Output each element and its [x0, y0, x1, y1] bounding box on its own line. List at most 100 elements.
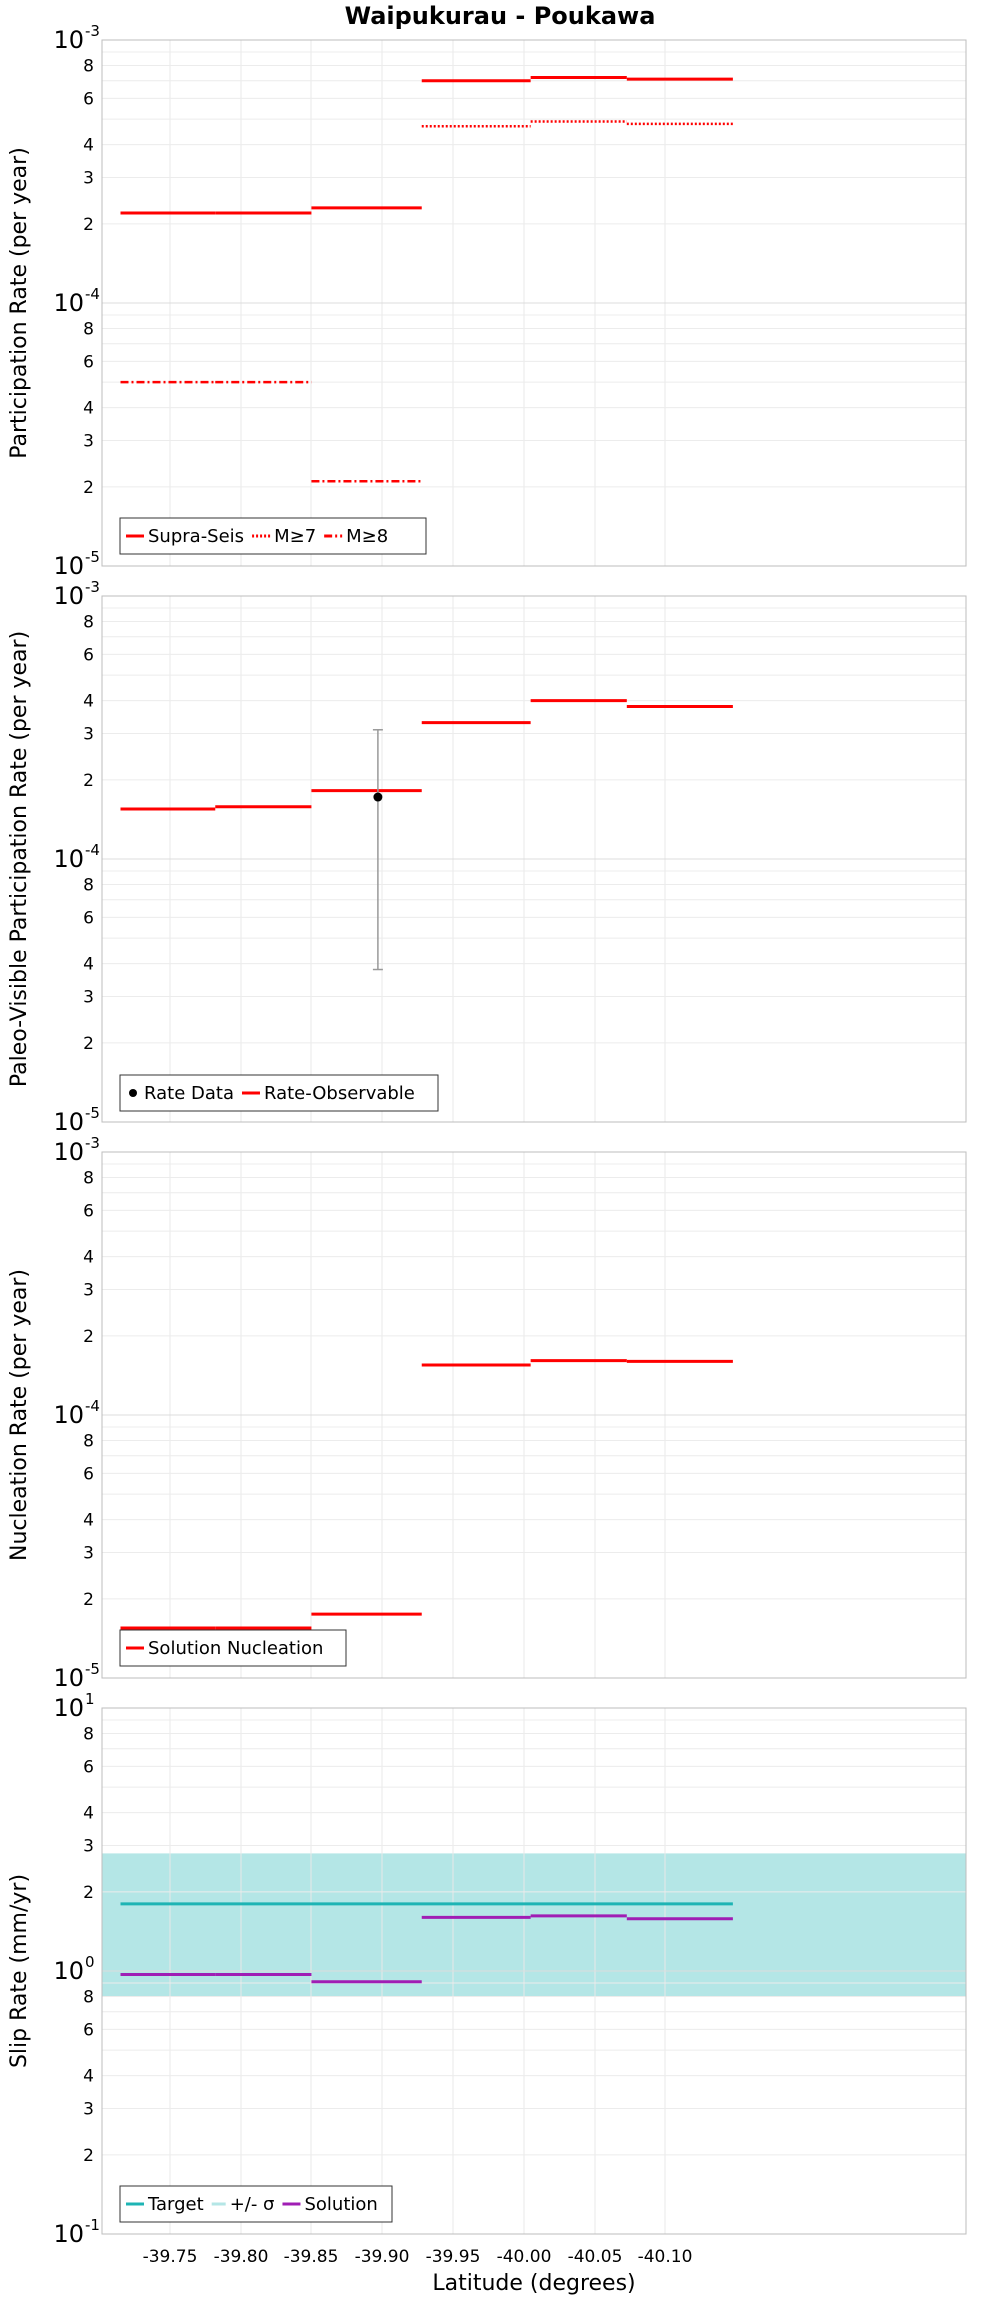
y-tick-label: 4 [83, 692, 94, 712]
y-tick-exponent: -3 [85, 22, 100, 40]
x-axis-label: Latitude (degrees) [432, 2271, 635, 2296]
legend-marker [129, 1089, 137, 1097]
y-tick-label: 4 [83, 399, 94, 419]
y-tick-label: 8 [83, 1431, 94, 1451]
y-tick-label: 4 [83, 1248, 94, 1268]
y-axis-label: Nucleation Rate (per year) [7, 1269, 32, 1561]
legend: Supra-Seis M≥7 M≥8 [119, 517, 427, 555]
legend-entry: Rate Data [144, 1083, 234, 1104]
y-tick-label: 3 [83, 1281, 94, 1301]
y-tick-label: 4 [83, 136, 94, 156]
y-tick-label: 10 [53, 845, 84, 873]
legend-entry: M≥7 [274, 526, 316, 547]
y-tick-label: 6 [83, 908, 94, 928]
series-m-7 [421, 120, 733, 128]
y-tick-label: 6 [83, 1757, 94, 1777]
series-rate-data [372, 729, 383, 971]
x-tick-label: -40.05 [568, 2247, 623, 2267]
legend: Solution Nucleation [119, 1629, 347, 1667]
y-tick-label: 3 [83, 432, 94, 452]
y-tick-exponent: 0 [85, 1953, 95, 1971]
y-tick-label: 10 [53, 1138, 84, 1166]
y-tick-exponent: -5 [85, 1104, 100, 1122]
y-axis-label: Slip Rate (mm/yr) [7, 1874, 32, 2068]
legend-entry: Supra-Seis [148, 526, 244, 547]
plot-frame [101, 595, 967, 1123]
plot-frame [101, 39, 967, 567]
y-tick-label: 2 [83, 1327, 94, 1347]
y-tick-label: 6 [83, 1201, 94, 1221]
y-tick-label: 8 [83, 612, 94, 632]
y-tick-label: 6 [83, 1464, 94, 1484]
legend: Target +/- σ Solution [119, 2185, 393, 2223]
y-tick-label: 3 [83, 1837, 94, 1857]
y-tick-label: 8 [83, 1724, 94, 1744]
y-tick-label: 10 [53, 2220, 84, 2248]
y-tick-label: 2 [83, 1034, 94, 1054]
y-tick-label: 3 [83, 2100, 94, 2120]
legend-box [119, 2185, 393, 2223]
y-tick-label: 3 [83, 169, 94, 189]
series-supra-seis [120, 76, 733, 215]
y-tick-label: 2 [83, 478, 94, 498]
x-tick-label: -39.85 [284, 2247, 339, 2267]
y-tick-label: 10 [53, 1401, 84, 1429]
x-tick-label: -39.75 [143, 2247, 198, 2267]
legend-entry: Target [147, 2194, 204, 2215]
y-tick-label: 8 [83, 875, 94, 895]
x-axis: -39.75 -39.80 -39.85 -39.90 -39.95 -40.00 -40.… [143, 2247, 693, 2267]
y-tick-label: 8 [83, 1987, 94, 2007]
y-tick-label: 3 [83, 988, 94, 1008]
y-tick-label: 10 [53, 582, 84, 610]
series-solution [120, 1914, 733, 1984]
y-tick-label: 10 [53, 1694, 84, 1722]
series-solution-nucleation [120, 1359, 733, 1630]
y-tick-exponent: -4 [85, 841, 100, 859]
y-tick-label: 8 [83, 56, 94, 76]
y-tick-label: 2 [83, 771, 94, 791]
legend-entry: Solution Nucleation [148, 1638, 323, 1659]
y-tick-label: 4 [83, 1511, 94, 1531]
y-tick-label: 10 [53, 1664, 84, 1692]
legend-entry: M≥8 [346, 526, 388, 547]
y-tick-label: 4 [83, 1804, 94, 1824]
legend-box [119, 1629, 347, 1667]
plot-frame [101, 1151, 967, 1679]
legend-entry: +/- σ [230, 2194, 275, 2215]
y-tick-exponent: -5 [85, 1660, 100, 1678]
y-tick-label: 6 [83, 645, 94, 665]
y-tick-label: 2 [83, 2146, 94, 2166]
y-tick-label: 3 [83, 1544, 94, 1564]
chart-title: Waipukurau - Poukawa [345, 2, 656, 30]
y-tick-label: 3 [83, 725, 94, 745]
x-tick-label: -39.95 [426, 2247, 481, 2267]
legend-box [119, 517, 427, 555]
y-tick-label: 6 [83, 352, 94, 372]
y-tick-exponent: -1 [85, 2216, 100, 2234]
y-tick-exponent: -4 [85, 1397, 100, 1415]
y-tick-label: 2 [83, 1590, 94, 1610]
x-tick-label: -40.10 [638, 2247, 693, 2267]
y-tick-label: 10 [53, 26, 84, 54]
legend-entry: Solution [304, 2194, 377, 2215]
y-tick-label: 6 [83, 89, 94, 109]
y-tick-exponent: -5 [85, 548, 100, 566]
x-tick-label: -40.00 [497, 2247, 552, 2267]
y-tick-label: 8 [83, 319, 94, 339]
x-tick-label: -39.80 [214, 2247, 269, 2267]
y-tick-label: 4 [83, 955, 94, 975]
legend: Rate Data Rate-Observable [119, 1074, 439, 1112]
legend-entry: Rate-Observable [264, 1083, 415, 1104]
y-tick-label: 10 [53, 1957, 84, 1985]
sigma-band [102, 1853, 966, 1997]
y-tick-exponent: -3 [85, 1134, 100, 1152]
y-tick-label: 10 [53, 1108, 84, 1136]
x-tick-label: -39.90 [355, 2247, 410, 2267]
legend-box [119, 1074, 439, 1112]
